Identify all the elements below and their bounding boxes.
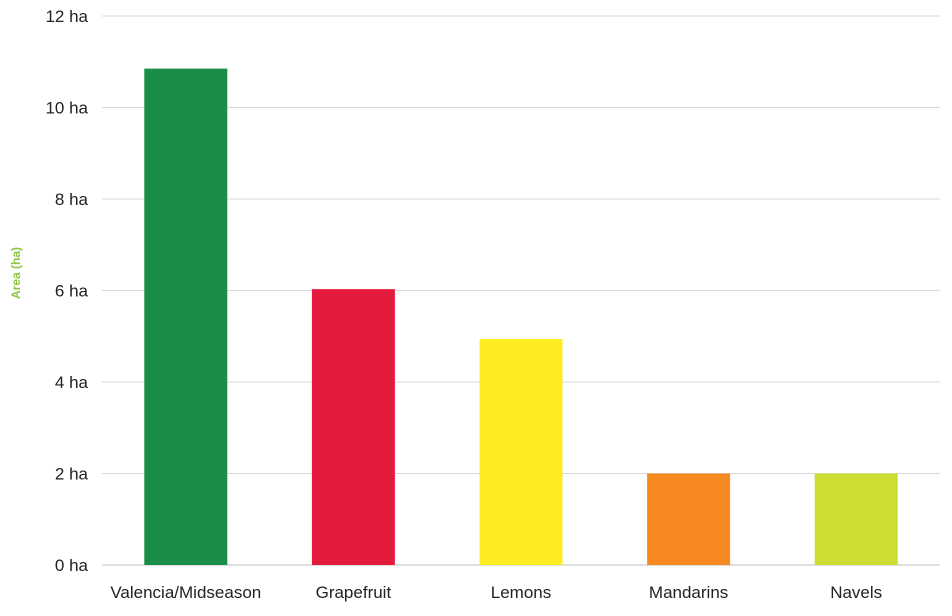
bar-navels [814, 473, 898, 565]
bar-lemons [479, 338, 563, 565]
bars [144, 68, 898, 566]
x-axis-categories: Valencia/Midseason Grapefruit Lemons Mandar… [110, 583, 882, 602]
bar-valencia-midseason [144, 68, 228, 566]
x-category-label: Navels [830, 583, 882, 602]
x-category-label: Valencia/Midseason [110, 583, 261, 602]
y-tick-label: 12 ha [45, 7, 88, 26]
bar-grapefruit [311, 289, 395, 565]
y-tick-label: 2 ha [55, 465, 89, 484]
y-axis-label: Area (ha) [9, 247, 23, 299]
y-tick-label: 0 ha [55, 556, 89, 575]
x-category-label: Lemons [491, 583, 551, 602]
x-category-label: Grapefruit [316, 583, 392, 602]
y-tick-label: 8 ha [55, 190, 89, 209]
y-tick-label: 6 ha [55, 282, 89, 301]
bar-mandarins [647, 473, 731, 565]
x-category-label: Mandarins [649, 583, 728, 602]
y-tick-label: 4 ha [55, 373, 89, 392]
y-axis-ticks: 0 ha 2 ha 4 ha 6 ha 8 ha 10 ha 12 ha [45, 7, 88, 575]
y-tick-label: 10 ha [45, 99, 88, 118]
